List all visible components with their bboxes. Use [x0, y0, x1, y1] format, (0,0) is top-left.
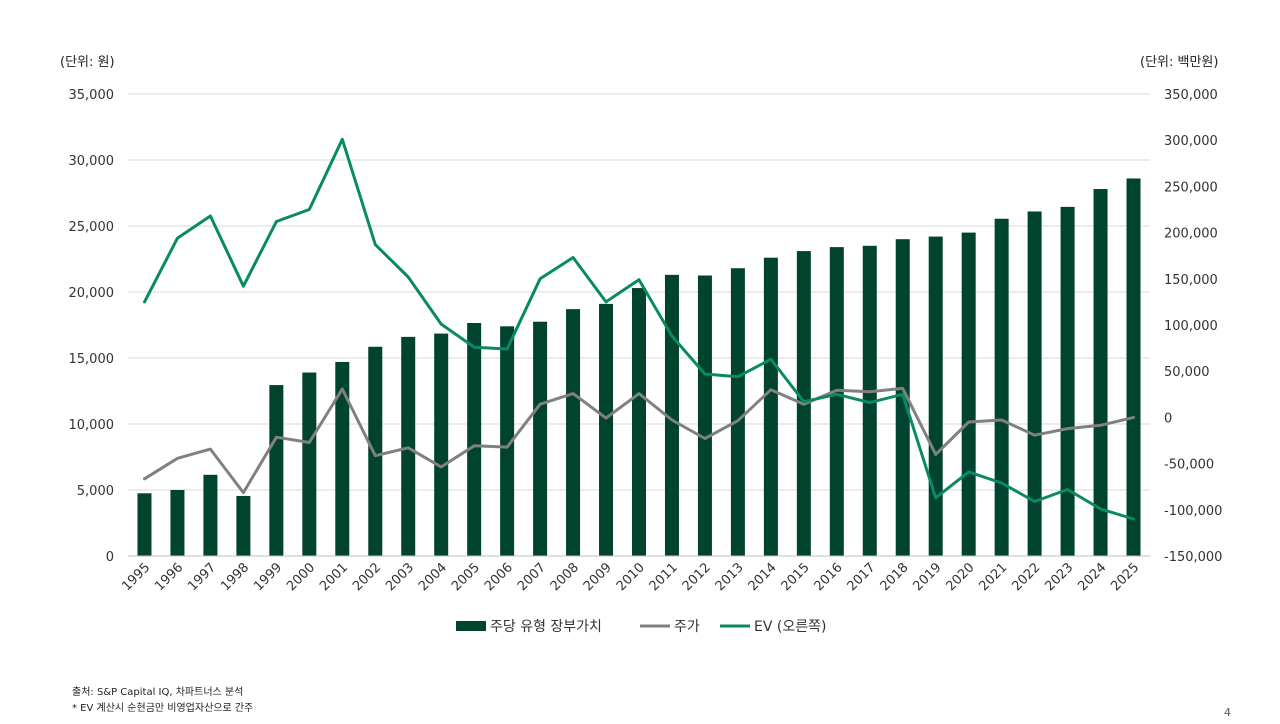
bar	[203, 474, 218, 556]
x-tick-label: 2000	[284, 560, 318, 594]
legend-swatch	[456, 621, 486, 631]
bar	[236, 495, 251, 556]
left-tick-label: 25,000	[69, 220, 115, 235]
x-tick-label: 2011	[647, 560, 681, 594]
right-tick-label: 250,000	[1164, 180, 1218, 195]
bar	[302, 372, 317, 556]
legend-label: EV (오른쪽)	[754, 619, 826, 635]
x-tick-label: 2010	[614, 560, 648, 594]
bar	[994, 218, 1009, 557]
x-tick-label: 2015	[779, 560, 813, 594]
x-tick-label: 2013	[713, 560, 747, 594]
x-tick-label: 2008	[548, 560, 582, 594]
x-tick-label: 2007	[515, 560, 549, 594]
x-tick-label: 1999	[251, 560, 285, 594]
x-tick-label: 2004	[416, 560, 450, 594]
x-tick-label: 2023	[1042, 560, 1076, 594]
bar	[862, 245, 877, 557]
bar	[269, 385, 284, 556]
bar	[664, 274, 679, 556]
left-tick-label: 5,000	[77, 484, 114, 499]
ev-line	[143, 137, 1135, 521]
left-axis-unit: (단위: 원)	[60, 55, 115, 70]
x-tick-label: 2022	[1009, 560, 1043, 594]
x-tick-label: 2019	[911, 560, 945, 594]
legend-label: 주가	[674, 619, 700, 635]
bar	[1060, 206, 1075, 557]
x-tick-label: 1997	[185, 560, 219, 594]
x-tick-label: 2018	[878, 560, 912, 594]
ev-footnote: * EV 계산시 순현금만 비영업자산으로 간주	[72, 703, 254, 714]
left-tick-label: 0	[106, 550, 114, 565]
bar	[170, 490, 185, 556]
page-number: 4	[1224, 706, 1231, 719]
x-tick-label: 1998	[218, 560, 252, 594]
left-tick-label: 35,000	[69, 88, 115, 103]
bar	[434, 333, 449, 556]
price-line	[143, 386, 1135, 495]
source-note: 출처: S&P Capital IQ, 차파트너스 분석	[72, 687, 244, 698]
bar	[928, 236, 943, 556]
bar	[730, 268, 745, 556]
bar	[566, 309, 581, 556]
right-tick-label: 150,000	[1164, 273, 1218, 288]
right-tick-label: -150,000	[1164, 550, 1222, 565]
right-tick-label: 0	[1164, 411, 1172, 426]
bar	[137, 493, 152, 556]
bar	[1027, 211, 1042, 557]
x-tick-label: 2012	[680, 560, 714, 594]
bar	[599, 303, 614, 556]
bar	[1126, 178, 1141, 557]
right-tick-label: -100,000	[1164, 504, 1222, 519]
right-tick-label: 200,000	[1164, 227, 1218, 242]
bar	[467, 323, 482, 556]
legend-label: 주당 유형 장부가치	[490, 619, 602, 635]
bar	[335, 361, 350, 556]
bar	[500, 326, 515, 556]
left-tick-label: 30,000	[69, 154, 115, 169]
x-tick-label: 2009	[581, 560, 615, 594]
right-tick-label: 100,000	[1164, 319, 1218, 334]
right-tick-label: -50,000	[1164, 458, 1214, 473]
x-tick-label: 2003	[383, 560, 417, 594]
x-tick-label: 2002	[350, 560, 384, 594]
x-tick-label: 2024	[1075, 560, 1109, 594]
x-tick-label: 2021	[976, 560, 1010, 594]
x-tick-label: 2025	[1108, 560, 1142, 594]
right-tick-label: 350,000	[1164, 88, 1218, 103]
bar	[961, 232, 976, 556]
bar	[368, 346, 383, 556]
x-tick-label: 2001	[317, 560, 351, 594]
x-tick-label: 2006	[482, 560, 516, 594]
x-tick-label: 1995	[119, 560, 153, 594]
right-tick-label: 50,000	[1164, 365, 1210, 380]
left-tick-label: 10,000	[69, 418, 115, 433]
bar	[533, 321, 548, 556]
x-tick-label: 1996	[152, 560, 186, 594]
bar	[697, 275, 712, 556]
bar	[1093, 189, 1108, 557]
x-tick-label: 2020	[943, 560, 977, 594]
right-tick-label: 300,000	[1164, 134, 1218, 149]
left-tick-label: 20,000	[69, 286, 115, 301]
right-axis-unit: (단위: 백만원)	[1140, 55, 1219, 70]
bar	[763, 257, 778, 556]
bar	[632, 288, 646, 556]
x-tick-label: 2016	[812, 560, 846, 594]
x-tick-label: 2017	[845, 560, 879, 594]
x-tick-label: 2005	[449, 560, 483, 594]
x-tick-label: 2014	[746, 560, 780, 594]
left-tick-label: 15,000	[69, 352, 115, 367]
bar	[829, 247, 844, 556]
